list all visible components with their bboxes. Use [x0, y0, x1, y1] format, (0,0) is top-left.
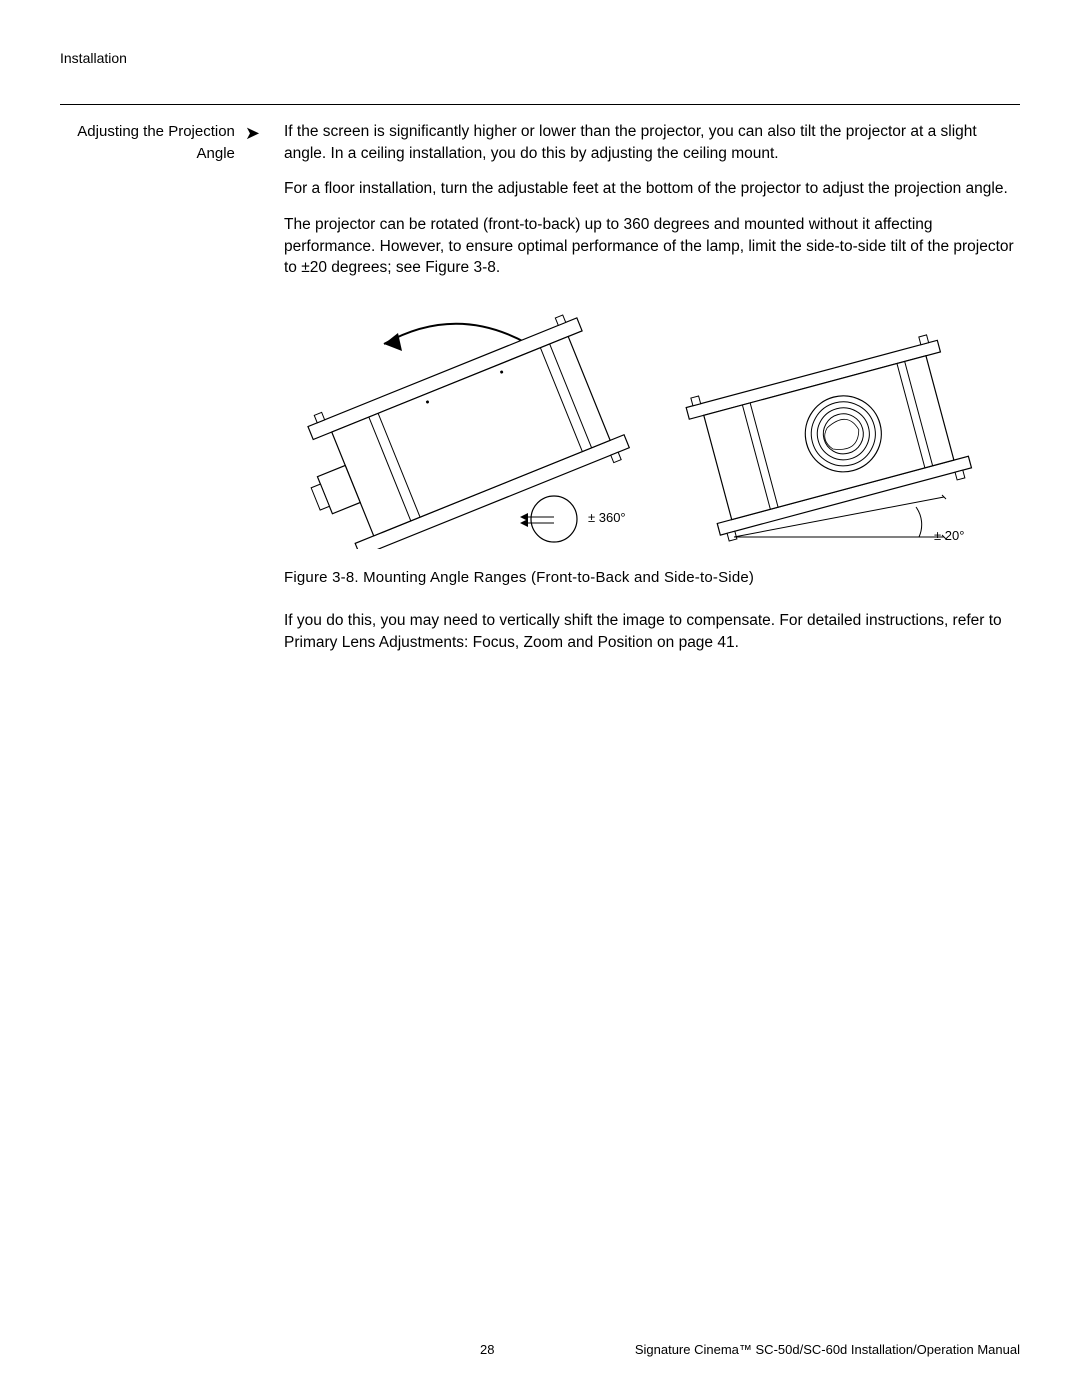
paragraph: If you do this, you may need to vertical…	[284, 610, 1020, 653]
header-rule	[60, 104, 1020, 105]
page-number: 28	[480, 1342, 494, 1357]
margin-title-column: Adjusting the Projection Angle ➤	[60, 121, 260, 668]
page-footer: 28 Signature Cinema™ SC-50d/SC-60d Insta…	[60, 1342, 1020, 1357]
section-title: Adjusting the Projection Angle	[60, 121, 235, 165]
paragraph: For a floor installation, turn the adjus…	[284, 178, 1020, 200]
content-row: Adjusting the Projection Angle ➤ If the …	[60, 121, 1020, 668]
figure-caption: Figure 3-8. Mounting Angle Ranges (Front…	[284, 567, 1020, 588]
figure-label-20: ± 20°	[934, 527, 964, 545]
figure-label-360: ± 360°	[588, 509, 626, 527]
paragraph: The projector can be rotated (front-to-b…	[284, 214, 1020, 279]
paragraph: If the screen is significantly higher or…	[284, 121, 1020, 164]
header-section-label: Installation	[60, 50, 1020, 66]
document-page: Installation Adjusting the Projection An…	[0, 0, 1080, 1397]
mounting-angle-diagram-svg	[284, 309, 984, 549]
body-column: If the screen is significantly higher or…	[284, 121, 1020, 668]
manual-title: Signature Cinema™ SC-50d/SC-60d Installa…	[635, 1342, 1020, 1357]
figure-diagram: ± 360° ± 20°	[284, 309, 1020, 549]
pointer-arrow-icon: ➤	[245, 121, 260, 145]
